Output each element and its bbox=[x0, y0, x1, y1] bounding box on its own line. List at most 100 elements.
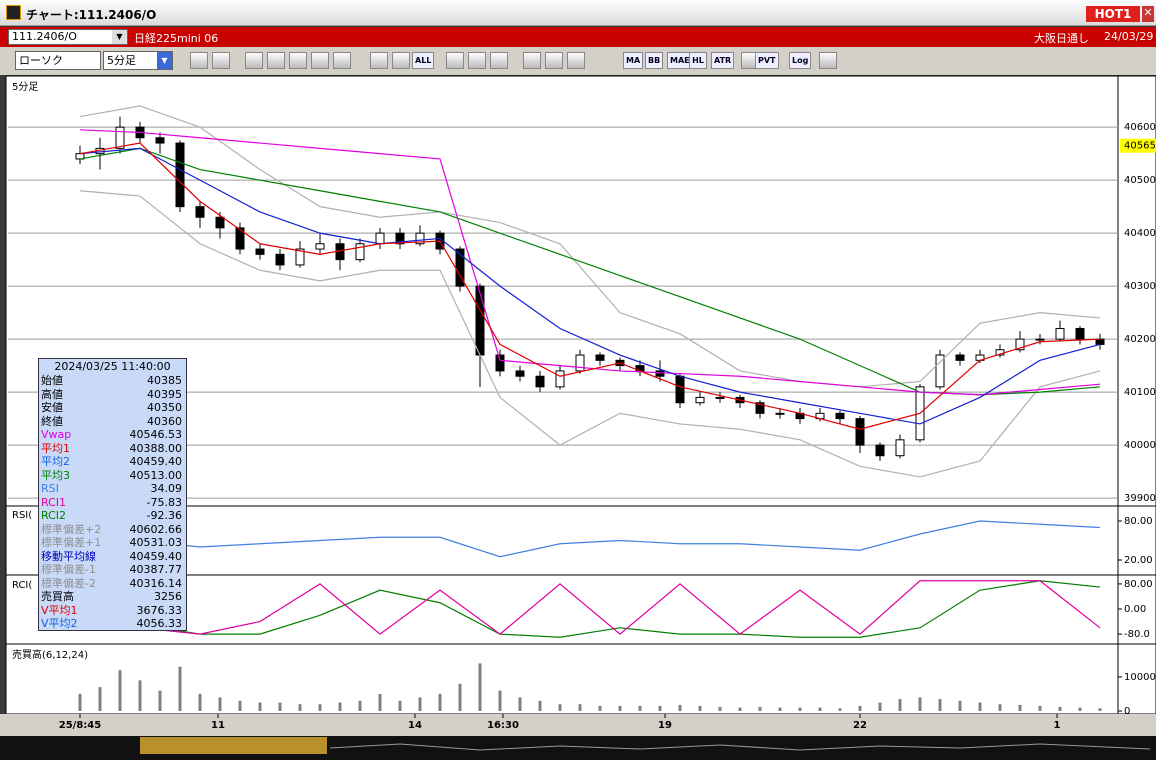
info-label: Vwap bbox=[41, 428, 72, 441]
tool-button[interactable]: ALL bbox=[412, 52, 435, 69]
indicator-line bbox=[79, 190, 1101, 478]
info-label: 始値 bbox=[41, 374, 63, 387]
tool-icon[interactable] bbox=[446, 52, 464, 69]
info-label: 高値 bbox=[41, 387, 63, 401]
panel-title: 5分足 bbox=[12, 81, 38, 93]
volume-bar bbox=[78, 693, 82, 711]
y-tick-label: 39900 bbox=[1124, 493, 1156, 504]
volume-bar bbox=[278, 702, 282, 711]
volume-bar bbox=[598, 705, 602, 711]
x-tick-label: 22 bbox=[853, 720, 867, 731]
tool-icon[interactable] bbox=[333, 52, 351, 69]
y-tick-label: 80.00 bbox=[1124, 516, 1153, 527]
indicator-line bbox=[79, 580, 1101, 635]
info-row: RCI1 -75.83 bbox=[39, 496, 186, 510]
dropdown-arrow[interactable]: ▼ bbox=[157, 52, 172, 69]
tool-button[interactable]: HL bbox=[689, 52, 707, 69]
hot-button[interactable]: HOT1 bbox=[1086, 6, 1140, 22]
info-label: V平均1 bbox=[41, 603, 78, 617]
y-tick-label: 40000 bbox=[1124, 440, 1156, 451]
tool-button[interactable]: Log bbox=[789, 52, 812, 69]
tool-icon[interactable] bbox=[392, 52, 410, 69]
candle-body bbox=[575, 354, 585, 372]
tool-button[interactable]: BB bbox=[645, 52, 664, 69]
volume-bar bbox=[458, 683, 462, 711]
volume-bar bbox=[1018, 704, 1022, 711]
tool-button[interactable]: PVT bbox=[755, 52, 779, 69]
info-label: 標準偏差+1 bbox=[41, 536, 102, 549]
volume-bar bbox=[338, 702, 342, 711]
title-bar: チャート:111.2406/O HOT1 ✕ bbox=[0, 0, 1156, 26]
tool-icon[interactable] bbox=[245, 52, 263, 69]
candle-body bbox=[935, 354, 945, 388]
info-value: 4056.33 bbox=[136, 617, 183, 630]
tool-icon[interactable] bbox=[545, 52, 563, 69]
scroll-thumb[interactable] bbox=[140, 737, 327, 754]
info-value: 40385 bbox=[147, 374, 182, 387]
symbol-bar: 111.2406/O ▼ 日経225mini 06 大阪日通し 24/03/29 bbox=[0, 27, 1156, 47]
tool-icon[interactable] bbox=[289, 52, 307, 69]
tool-button[interactable]: ATR bbox=[711, 52, 735, 69]
candle-body bbox=[1035, 338, 1045, 341]
info-panel: 2024/03/25 11:40:00 始値 40385 高値 40395 安値 4035… bbox=[38, 358, 187, 631]
candle-body bbox=[835, 412, 845, 420]
volume-bar bbox=[1058, 706, 1062, 711]
volume-bar bbox=[1078, 707, 1082, 711]
tool-icon[interactable] bbox=[567, 52, 585, 69]
price-marker-box bbox=[1120, 138, 1156, 153]
price-marker-label: 40565 bbox=[1124, 141, 1156, 152]
tool-icon[interactable] bbox=[523, 52, 541, 69]
info-value: 40350 bbox=[147, 401, 182, 414]
info-value: 3676.33 bbox=[136, 603, 183, 617]
x-tick-label: 14 bbox=[408, 720, 422, 731]
info-value: 40388.00 bbox=[129, 441, 183, 455]
tool-button[interactable]: MA bbox=[623, 52, 644, 69]
info-label: 平均1 bbox=[41, 441, 70, 455]
interval-select[interactable]: 5分足 bbox=[103, 51, 173, 70]
candle-body bbox=[855, 418, 865, 446]
info-label: RSI bbox=[41, 482, 59, 495]
info-label: 標準偏差-2 bbox=[41, 576, 96, 590]
tool-icon[interactable] bbox=[311, 52, 329, 69]
tool-icon[interactable] bbox=[490, 52, 508, 69]
tool-icon[interactable] bbox=[819, 52, 837, 69]
close-button[interactable]: ✕ bbox=[1142, 6, 1154, 22]
info-label: 移動平均線 bbox=[41, 549, 96, 563]
info-label: 終値 bbox=[41, 414, 63, 428]
volume-bar bbox=[638, 705, 642, 711]
y-tick-label: 40500 bbox=[1124, 175, 1156, 186]
volume-bar bbox=[958, 700, 962, 711]
dropdown-arrow[interactable]: ▼ bbox=[112, 30, 127, 44]
panel: 80.00 0.00 -80.0 RCI( bbox=[12, 579, 1153, 640]
x-tick-label: 19 bbox=[658, 720, 672, 731]
tool-icon[interactable] bbox=[267, 52, 285, 69]
tool-icon[interactable] bbox=[190, 52, 208, 69]
candle-body bbox=[475, 285, 485, 356]
candle-body bbox=[215, 216, 225, 229]
chart-type-select[interactable]: ローソク bbox=[15, 51, 101, 70]
info-value: 40602.66 bbox=[129, 522, 183, 536]
candle-body bbox=[895, 439, 905, 457]
candle-body bbox=[555, 370, 565, 388]
session: 大阪日通し bbox=[1034, 32, 1089, 45]
info-row: RSI 34.09 bbox=[39, 482, 186, 496]
info-row: 売買高 3256 bbox=[39, 590, 186, 604]
tool-icon[interactable] bbox=[370, 52, 388, 69]
info-row: V平均2 4056.33 bbox=[39, 617, 186, 631]
y-tick-label: 40100 bbox=[1124, 387, 1156, 398]
candle-body bbox=[235, 227, 245, 250]
volume-bar bbox=[778, 707, 782, 711]
volume-bar bbox=[1038, 705, 1042, 711]
volume-bar bbox=[618, 705, 622, 711]
symbol-input[interactable]: 111.2406/O bbox=[8, 29, 128, 45]
info-row: Vwap 40546.53 bbox=[39, 428, 186, 442]
x-tick-label: 1 bbox=[1054, 720, 1061, 731]
tool-icon[interactable] bbox=[212, 52, 230, 69]
volume-bar bbox=[378, 693, 382, 711]
info-label: 平均3 bbox=[41, 468, 70, 482]
volume-bar bbox=[838, 708, 842, 711]
tool-icon[interactable] bbox=[468, 52, 486, 69]
candle-body bbox=[495, 354, 505, 372]
info-label: 安値 bbox=[41, 401, 63, 414]
y-tick-label: 40600 bbox=[1124, 122, 1156, 133]
